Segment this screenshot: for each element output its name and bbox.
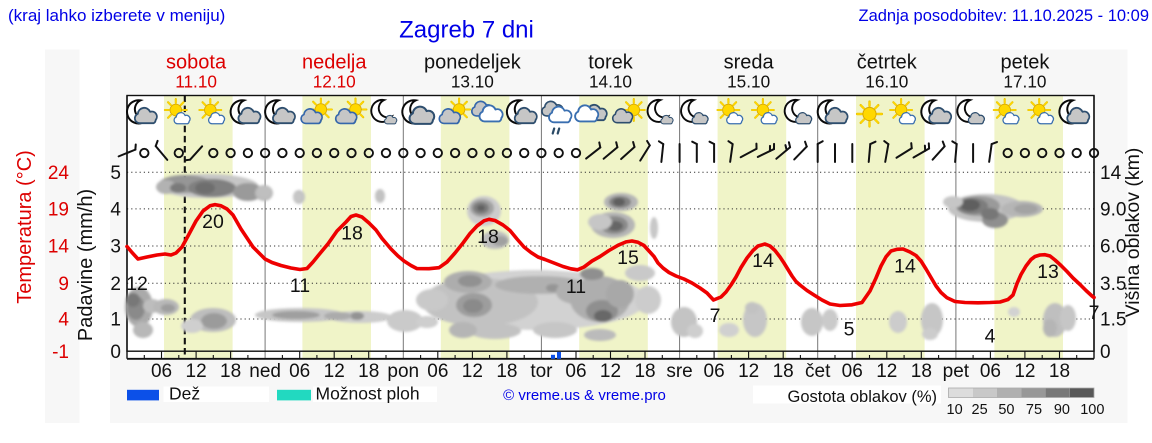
svg-text:pet: pet [943, 361, 970, 382]
svg-text:Gostota oblakov (%): Gostota oblakov (%) [788, 388, 937, 406]
svg-text:9.0: 9.0 [1100, 200, 1126, 221]
svg-text:12: 12 [186, 361, 207, 382]
svg-text:3.5: 3.5 [1100, 274, 1126, 295]
svg-text:sreda: sreda [724, 52, 775, 74]
svg-text:17.10: 17.10 [1003, 72, 1046, 92]
svg-text:(kraj lahko izberete v meniju): (kraj lahko izberete v meniju) [8, 6, 225, 25]
svg-text:12: 12 [738, 361, 759, 382]
svg-text:20: 20 [202, 211, 224, 233]
svg-text:18: 18 [496, 361, 517, 382]
svg-text:Zagreb 7 dni: Zagreb 7 dni [399, 17, 534, 44]
svg-text:13: 13 [1037, 261, 1059, 283]
svg-text:24: 24 [48, 163, 70, 184]
svg-text:četrtek: četrtek [857, 52, 918, 74]
svg-text:sobota: sobota [166, 52, 227, 74]
svg-text:Višina oblakov (km): Višina oblakov (km) [1122, 148, 1144, 318]
svg-text:12: 12 [1014, 361, 1035, 382]
svg-text:12.10: 12.10 [313, 72, 356, 92]
svg-text:2: 2 [110, 274, 121, 295]
svg-text:90: 90 [1054, 402, 1070, 418]
svg-text:pon: pon [387, 361, 419, 382]
svg-text:18: 18 [358, 361, 379, 382]
svg-text:14.10: 14.10 [589, 72, 632, 92]
svg-text:1.5: 1.5 [1100, 310, 1126, 331]
svg-text:0: 0 [110, 342, 121, 363]
svg-text:11: 11 [566, 276, 586, 298]
svg-text:10: 10 [947, 402, 963, 418]
svg-text:11: 11 [290, 275, 310, 297]
svg-text:3: 3 [110, 237, 121, 258]
svg-text:čet: čet [805, 361, 831, 382]
svg-text:18: 18 [911, 361, 932, 382]
svg-text:06: 06 [980, 361, 1001, 382]
svg-text:7: 7 [1089, 302, 1100, 324]
svg-text:12: 12 [600, 361, 621, 382]
svg-text:5: 5 [844, 319, 855, 341]
svg-text:sre: sre [666, 361, 692, 382]
svg-text:12: 12 [462, 361, 483, 382]
svg-text:19: 19 [48, 200, 69, 221]
svg-text:ned: ned [249, 361, 281, 382]
svg-text:25: 25 [972, 402, 988, 418]
svg-text:18: 18 [634, 361, 655, 382]
svg-text:15.10: 15.10 [727, 72, 770, 92]
svg-text:18: 18 [341, 223, 363, 245]
svg-text:11.10: 11.10 [175, 72, 217, 92]
svg-text:© vreme.us & vreme.pro: © vreme.us & vreme.pro [503, 387, 666, 404]
svg-text:13.10: 13.10 [451, 72, 494, 92]
svg-text:12: 12 [126, 273, 148, 295]
svg-text:06: 06 [704, 361, 725, 382]
svg-text:12: 12 [324, 361, 345, 382]
svg-text:-1: -1 [52, 342, 69, 363]
svg-text:06: 06 [151, 361, 172, 382]
svg-text:0: 0 [1100, 342, 1111, 363]
svg-text:torek: torek [588, 52, 633, 74]
svg-text:18: 18 [220, 361, 241, 382]
svg-text:Dež: Dež [169, 384, 200, 404]
svg-text:ponedeljek: ponedeljek [424, 52, 522, 74]
svg-text:06: 06 [289, 361, 310, 382]
svg-text:18: 18 [1049, 361, 1070, 382]
svg-text:tor: tor [530, 361, 553, 382]
svg-text:1: 1 [110, 310, 121, 331]
svg-text:06: 06 [842, 361, 863, 382]
svg-text:Zadnja posodobitev: 11.10.2025: Zadnja posodobitev: 11.10.2025 - 10:09 [859, 7, 1150, 25]
svg-text:5: 5 [110, 163, 121, 184]
svg-text:18: 18 [773, 361, 794, 382]
svg-text:15: 15 [617, 247, 639, 269]
svg-text:nedelja: nedelja [302, 52, 367, 74]
svg-text:Temperatura (°C): Temperatura (°C) [14, 150, 36, 304]
svg-text:Padavine (mm/h): Padavine (mm/h) [75, 189, 97, 341]
svg-text:14: 14 [48, 237, 70, 258]
svg-text:50: 50 [998, 402, 1014, 418]
svg-text:14: 14 [752, 250, 774, 272]
svg-text:Možnost ploh: Možnost ploh [316, 384, 420, 404]
svg-text:16.10: 16.10 [865, 72, 908, 92]
svg-text:12: 12 [876, 361, 897, 382]
svg-text:6.0: 6.0 [1100, 237, 1126, 258]
svg-text:4: 4 [58, 310, 69, 331]
svg-text:4: 4 [985, 326, 996, 348]
svg-text:06: 06 [565, 361, 586, 382]
svg-text:18: 18 [477, 226, 499, 248]
svg-text:petek: petek [1000, 52, 1050, 74]
svg-text:75: 75 [1026, 402, 1042, 418]
svg-text:14: 14 [894, 256, 916, 278]
svg-text:14: 14 [1100, 163, 1122, 184]
svg-text:4: 4 [110, 200, 121, 221]
svg-text:9: 9 [58, 274, 69, 295]
svg-text:06: 06 [427, 361, 448, 382]
svg-text:7: 7 [710, 305, 721, 327]
svg-text:100: 100 [1080, 402, 1104, 418]
